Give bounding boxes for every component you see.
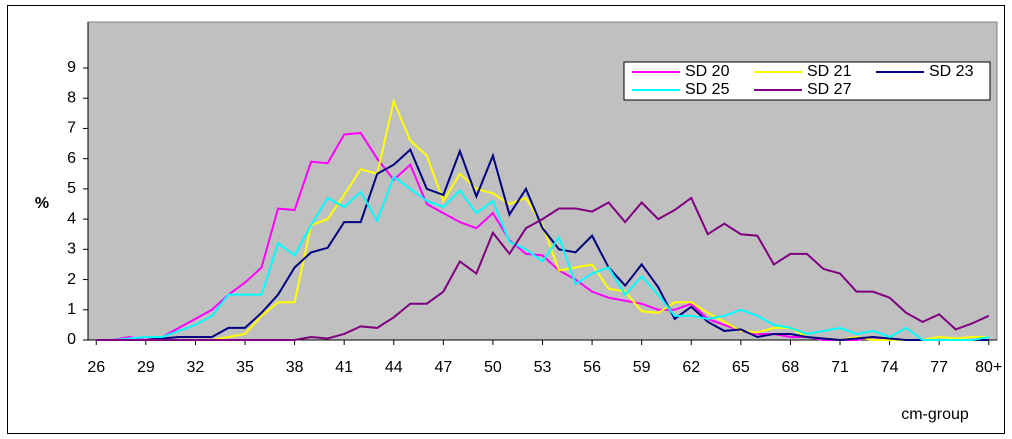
x-tick-label: 56 — [583, 359, 601, 376]
y-tick-label: 7 — [67, 120, 76, 137]
x-tick-label: 38 — [286, 359, 304, 376]
y-tick-label: 8 — [67, 89, 76, 106]
x-tick-label: 47 — [434, 359, 452, 376]
x-tick-label: 59 — [633, 359, 651, 376]
y-tick-label: 0 — [67, 331, 76, 348]
y-tick-label: 6 — [67, 150, 76, 167]
legend-label: SD 20 — [685, 63, 730, 80]
x-tick-label: 44 — [385, 359, 403, 376]
y-tick-label: 2 — [67, 271, 76, 288]
legend-label: SD 25 — [685, 81, 730, 98]
y-tick-label: 5 — [67, 180, 76, 197]
x-tick-label: 68 — [782, 359, 800, 376]
y-tick-label: 9 — [67, 59, 76, 76]
x-tick-label: 29 — [137, 359, 155, 376]
series-line — [96, 175, 989, 341]
y-tick-label: 3 — [67, 241, 76, 258]
y-tick-label: 4 — [67, 210, 76, 227]
y-axis-label: % — [35, 195, 49, 212]
series-line — [96, 196, 990, 341]
x-tick-label: 53 — [534, 359, 552, 376]
legend-label: SD 27 — [807, 81, 852, 98]
x-axis-label: cm-group — [901, 406, 969, 423]
legend-label: SD 23 — [929, 63, 974, 80]
x-tick-label: 74 — [881, 359, 899, 376]
x-tick-label: 32 — [187, 359, 205, 376]
x-tick-label: 35 — [236, 359, 254, 376]
series-line — [96, 147, 989, 342]
x-tick-label: 80+ — [975, 359, 1002, 376]
x-tick-label: 50 — [484, 359, 502, 376]
x-tick-label: 65 — [732, 359, 750, 376]
legend-box — [623, 61, 991, 101]
x-tick-label: 62 — [682, 359, 700, 376]
x-tick-label: 26 — [87, 359, 105, 376]
x-tick-label: 77 — [930, 359, 948, 376]
x-tick-label: 71 — [831, 359, 849, 376]
legend-label: SD 21 — [807, 63, 852, 80]
y-tick-label: 1 — [67, 301, 76, 318]
x-tick-label: 41 — [335, 359, 353, 376]
